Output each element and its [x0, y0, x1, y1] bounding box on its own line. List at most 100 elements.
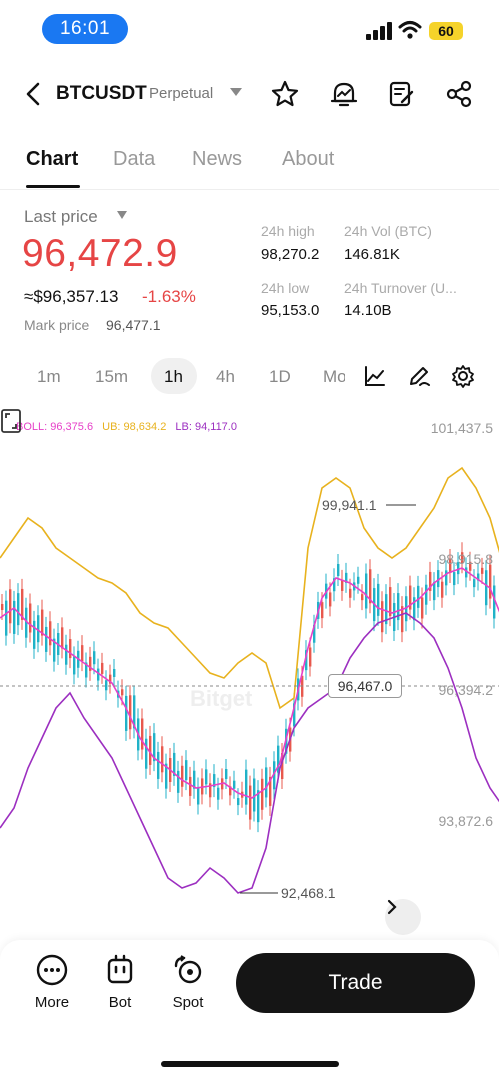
trade-button[interactable]: Trade	[236, 953, 475, 1013]
tab-data[interactable]: Data	[113, 148, 156, 170]
candle	[329, 592, 332, 607]
timeframe-1h[interactable]: 1h	[164, 367, 183, 386]
candle	[125, 695, 128, 731]
settings-gear-icon[interactable]	[450, 363, 476, 389]
candle	[189, 776, 192, 796]
candle	[465, 567, 468, 578]
timeframe-4h[interactable]: 4h	[216, 367, 235, 386]
y-axis-label: 96,394.2	[438, 682, 494, 698]
candle	[341, 579, 344, 591]
mark-price-label: Mark price	[24, 317, 90, 333]
price-alert-icon[interactable]	[328, 78, 360, 110]
instrument-header: BTCUSDT Perpetual	[0, 70, 499, 118]
more-button[interactable]: More	[22, 954, 82, 1011]
indicator-line	[0, 466, 499, 710]
timeframe-1d[interactable]: 1D	[269, 367, 291, 386]
status-bar: 16:01 60	[0, 0, 499, 56]
indicator-line	[0, 612, 499, 894]
notes-edit-icon[interactable]	[385, 78, 417, 110]
spot-button[interactable]: Spot	[158, 954, 218, 1011]
timeframe-15m[interactable]: 15m	[95, 367, 129, 386]
candle	[45, 626, 48, 652]
tab-chart[interactable]: Chart	[26, 148, 79, 170]
more-label: More	[34, 994, 70, 1011]
price-chart[interactable]: Bitget BOLL: 96,375.6 UB: 98,634.2 LB: 9…	[0, 408, 499, 940]
active-timeframe-highlight	[151, 358, 197, 394]
candle	[229, 786, 232, 796]
candle	[97, 668, 100, 681]
candle	[205, 769, 208, 785]
robot-icon	[107, 954, 133, 984]
candle	[409, 585, 412, 610]
battery-indicator: 60	[429, 22, 463, 40]
candle	[365, 573, 368, 609]
candle	[345, 572, 348, 583]
candle	[305, 650, 308, 671]
last-price: 96,472.9	[22, 232, 178, 275]
usd-equivalent-price: ≈$96,357.13	[24, 287, 119, 306]
candle	[421, 597, 424, 619]
contract-type[interactable]: Perpetual	[149, 85, 214, 102]
bottom-action-bar: More Bot Spot Trade	[0, 940, 499, 1080]
price-type-dropdown-icon[interactable]	[117, 211, 127, 219]
candle	[9, 589, 12, 624]
tab-news[interactable]: News	[192, 148, 243, 170]
candle	[461, 552, 464, 564]
candle	[257, 790, 260, 823]
candle	[481, 567, 484, 574]
candle	[249, 785, 252, 820]
candle	[65, 644, 68, 665]
candle	[1, 604, 4, 610]
candle	[253, 778, 256, 812]
candlestick-chart[interactable]	[0, 408, 499, 940]
candle	[81, 645, 84, 662]
candle	[401, 606, 404, 633]
wifi-icon	[398, 21, 422, 39]
drawing-pen-icon[interactable]	[406, 363, 432, 389]
indicator-chart-icon[interactable]	[362, 363, 388, 389]
candle	[85, 662, 88, 678]
more-dots-icon	[36, 954, 68, 986]
candle	[425, 584, 428, 605]
share-icon[interactable]	[443, 78, 475, 110]
timeframe-1m[interactable]: 1m	[37, 367, 61, 386]
candle	[193, 770, 196, 789]
candle	[413, 597, 416, 621]
candle	[245, 769, 248, 805]
star-icon[interactable]	[269, 78, 301, 110]
candle	[469, 561, 472, 571]
candle	[437, 570, 440, 588]
candle	[397, 593, 400, 621]
candle	[73, 656, 76, 675]
symbol-name[interactable]: BTCUSDT	[56, 83, 147, 104]
visible-low-label: 92,468.1	[281, 885, 336, 901]
active-tab-indicator	[26, 185, 80, 188]
candle	[13, 600, 16, 634]
candle	[277, 745, 280, 773]
fullscreen-icon[interactable]	[0, 408, 22, 434]
tab-about[interactable]: About	[282, 148, 335, 170]
symbol-dropdown-caret-icon[interactable]	[230, 88, 242, 96]
bot-button[interactable]: Bot	[90, 954, 150, 1011]
candle	[165, 763, 168, 789]
candle	[477, 573, 480, 581]
price-change-percent: -1.63%	[142, 287, 196, 306]
candle	[29, 603, 32, 633]
y-axis-label: 101,437.5	[430, 420, 493, 436]
candle	[445, 570, 448, 586]
candle	[493, 585, 496, 619]
candle	[109, 674, 112, 684]
candle	[161, 746, 164, 773]
y-axis-label: 98,915.8	[438, 551, 494, 567]
boll-value: BOLL: 96,375.6	[16, 421, 94, 433]
24h-vol-label: 24h Vol (BTC)	[344, 223, 432, 239]
scroll-to-latest-button[interactable]	[385, 899, 421, 935]
candle	[449, 559, 452, 573]
back-arrow-icon[interactable]	[22, 80, 44, 108]
timeframe-bar: 1m 15m 1h 4h 1D Mo	[0, 357, 499, 397]
timeframe-more[interactable]: Mo	[323, 367, 345, 386]
candle	[309, 647, 312, 667]
candle	[69, 639, 72, 659]
candle	[473, 579, 476, 588]
last-price-label[interactable]: Last price	[24, 207, 98, 226]
